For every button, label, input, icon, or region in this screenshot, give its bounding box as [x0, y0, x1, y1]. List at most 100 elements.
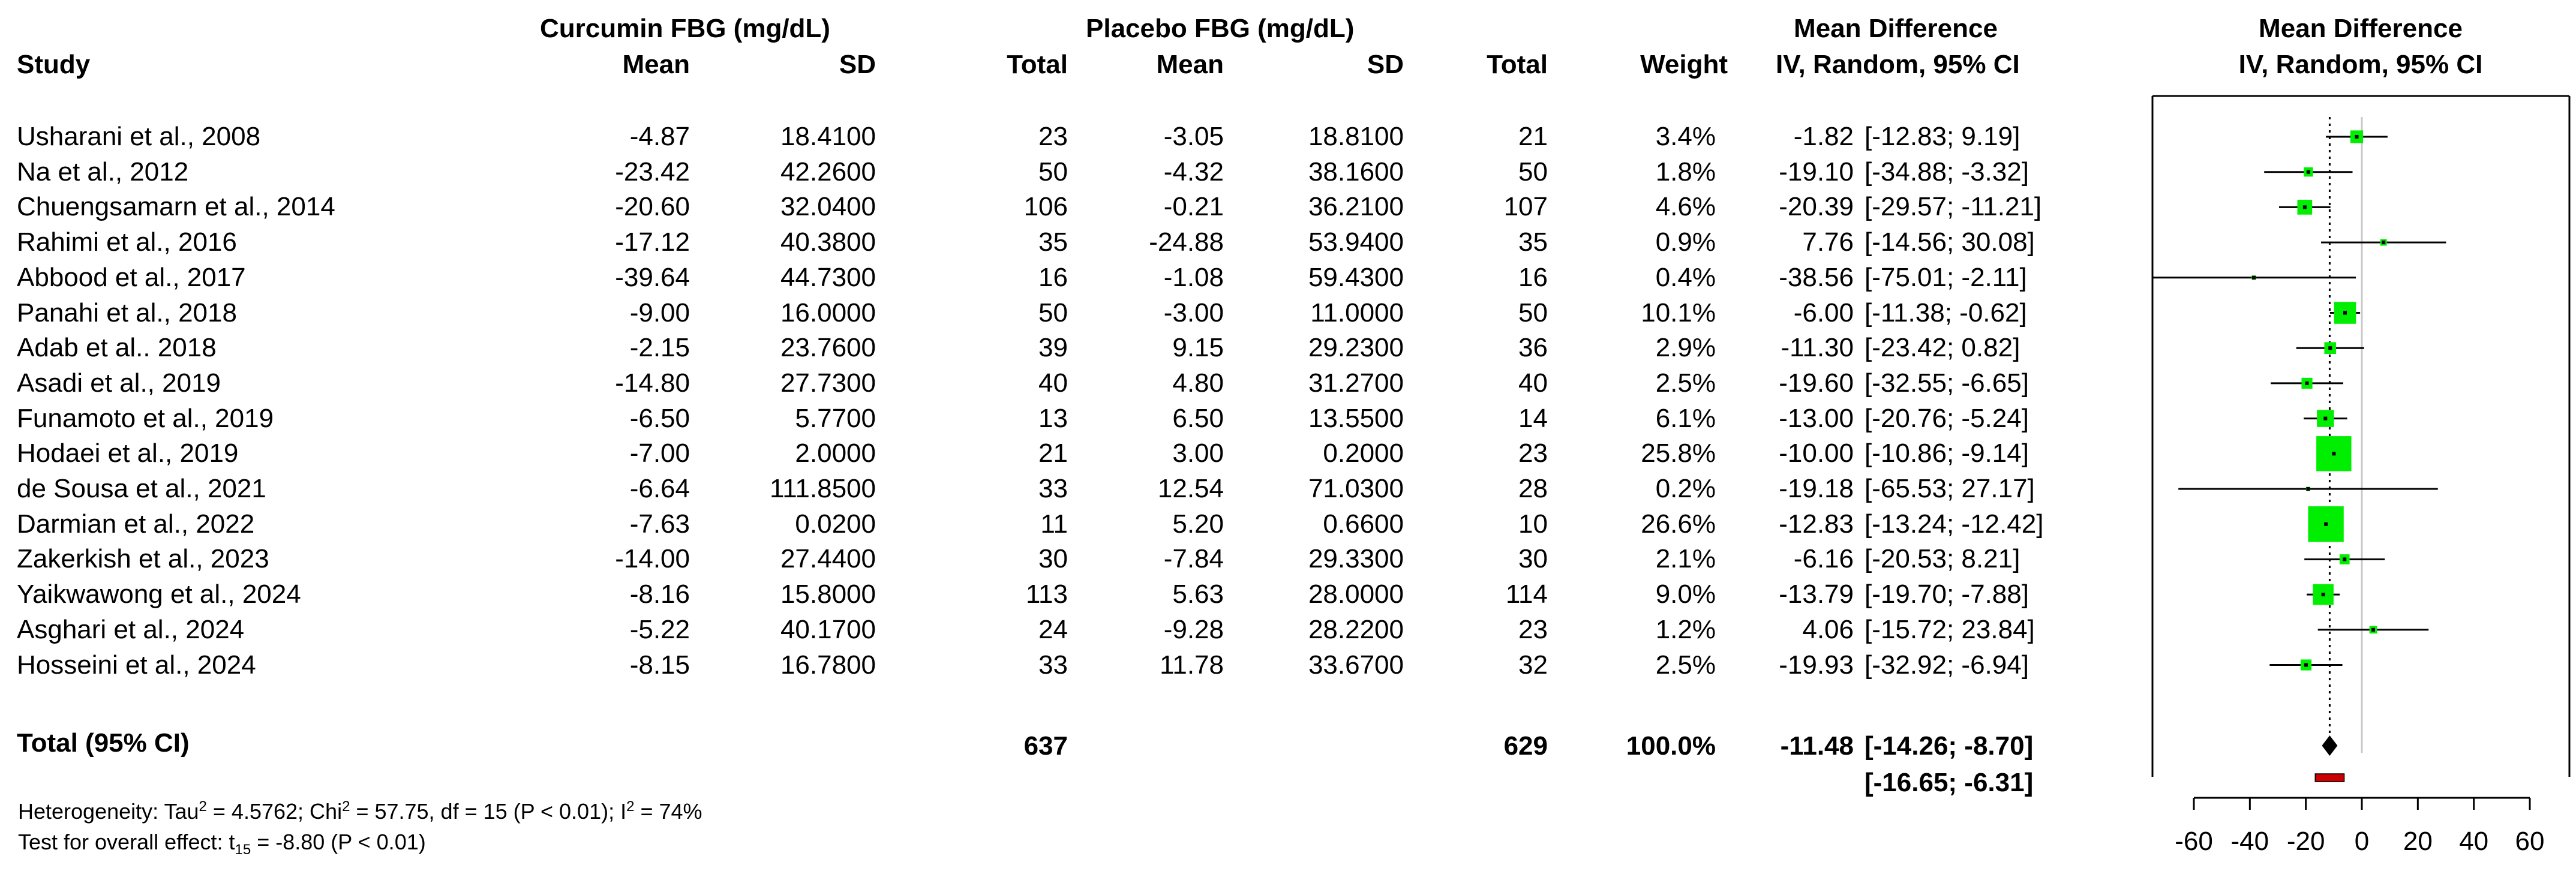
placebo-total: 28 [1518, 474, 1548, 503]
study-point [2302, 205, 2307, 209]
curcumin-total: 11 [1040, 509, 1068, 539]
curcumin-mean: -9.00 [629, 298, 690, 328]
total-curcumin-n: 637 [1023, 731, 1068, 761]
study-point [2321, 593, 2325, 597]
placebo-sd: 0.2000 [1323, 439, 1404, 468]
study-name: Zakerkish et al., 2023 [17, 544, 269, 574]
placebo-total-header: Total [1487, 50, 1548, 79]
curcumin-sd: 27.7300 [780, 368, 876, 398]
weight: 26.6% [1641, 509, 1716, 539]
study-name: Asghari et al., 2024 [17, 614, 245, 644]
curcumin-sd: 16.0000 [780, 298, 876, 328]
placebo-mean: -3.00 [1163, 298, 1224, 328]
md-value: -19.10 [1779, 157, 1854, 187]
placebo-sd: 31.2700 [1308, 368, 1404, 398]
curcumin-mean: -14.00 [615, 544, 690, 574]
study-point [2343, 557, 2347, 561]
placebo-sd: 53.9400 [1308, 227, 1404, 257]
curcumin-mean: -5.22 [629, 614, 690, 644]
placebo-mean: -4.32 [1163, 157, 1224, 187]
placebo-sd: 13.5500 [1308, 403, 1404, 433]
curcumin-total: 33 [1038, 650, 1068, 680]
placebo-total: 10 [1518, 509, 1548, 539]
placebo-mean: 9.15 [1172, 333, 1224, 363]
curcumin-total: 30 [1038, 544, 1068, 574]
md-ci: [-20.76; -5.24] [1865, 403, 2029, 433]
x-tick-label: -20 [2287, 827, 2325, 856]
placebo-mean: 6.50 [1172, 403, 1224, 433]
study-name: Adab et al.. 2018 [17, 333, 217, 363]
placebo-mean: -24.88 [1149, 227, 1224, 257]
curcumin-total: 40 [1038, 368, 1068, 398]
curcumin-sd: 23.7600 [780, 333, 876, 363]
curcumin-sd: 42.2600 [780, 157, 876, 187]
placebo-total: 50 [1518, 157, 1548, 187]
plot-header-method: IV, Random, 95% CI [2238, 50, 2483, 79]
curcumin-total: 24 [1038, 614, 1068, 644]
placebo-total: 30 [1518, 544, 1548, 574]
curcumin-mean: -6.50 [629, 403, 690, 433]
placebo-sd: 0.6600 [1323, 509, 1404, 539]
weight: 4.6% [1655, 192, 1716, 222]
placebo-mean: -3.05 [1163, 122, 1224, 151]
placebo-total: 35 [1518, 227, 1548, 257]
study-name: Darmian et al., 2022 [17, 509, 255, 539]
placebo-sd: 29.2300 [1308, 333, 1404, 363]
curcumin-mean: -8.15 [629, 650, 690, 680]
study-point [2382, 241, 2386, 245]
placebo-mean-header: Mean [1156, 50, 1224, 79]
study-name: Abbood et al., 2017 [17, 262, 246, 292]
total-placebo-n: 629 [1503, 731, 1548, 761]
md-ci: [-12.83; 9.19] [1865, 122, 2020, 151]
heterogeneity-text: Heterogeneity: Tau2 = 4.5762; Chi2 = 57.… [18, 798, 702, 824]
study-name: Chuengsamarn et al., 2014 [17, 192, 335, 222]
curcumin-mean: -20.60 [615, 192, 690, 222]
placebo-sd: 28.2200 [1308, 614, 1404, 644]
md-value: -38.56 [1779, 262, 1854, 292]
prediction-interval-text: [-16.65; -6.31] [1865, 768, 2034, 797]
study-point [2328, 346, 2332, 350]
placebo-sd: 59.4300 [1308, 262, 1404, 292]
curcumin-sd: 2.0000 [795, 439, 876, 468]
study-name: Panahi et al., 2018 [17, 298, 237, 328]
curcumin-sd: 27.4400 [780, 544, 876, 574]
total-md: -11.48 [1780, 731, 1854, 761]
curcumin-mean: -17.12 [615, 227, 690, 257]
curcumin-total: 23 [1038, 122, 1068, 151]
study-point [2371, 627, 2375, 632]
weight: 1.2% [1655, 614, 1716, 644]
weight: 10.1% [1641, 298, 1716, 328]
md-ci: [-19.70; -7.88] [1865, 579, 2029, 609]
weight: 6.1% [1655, 403, 1716, 433]
study-name: de Sousa et al., 2021 [17, 474, 266, 503]
curcumin-sd: 111.8500 [770, 474, 876, 503]
weight: 1.8% [1655, 157, 1716, 187]
weight: 0.4% [1655, 262, 1716, 292]
study-name: Asadi et al., 2019 [17, 368, 221, 398]
md-ci: [-23.42; 0.82] [1865, 333, 2020, 363]
md-value: -11.30 [1781, 333, 1854, 363]
study-point [2324, 522, 2328, 526]
placebo-total: 23 [1518, 439, 1548, 468]
placebo-sd: 71.0300 [1308, 474, 1404, 503]
curcumin-total: 106 [1023, 192, 1068, 222]
curcumin-sd-header: SD [839, 50, 876, 79]
x-tick-label: 40 [2459, 827, 2488, 856]
weight: 2.5% [1655, 368, 1716, 398]
md-ci: [-11.38; -0.62] [1865, 298, 2027, 328]
curcumin-total: 13 [1038, 403, 1068, 433]
placebo-mean: 3.00 [1172, 439, 1224, 468]
md-ci: [-32.92; -6.94] [1865, 650, 2029, 680]
plot-header-title: Mean Difference [2259, 14, 2463, 43]
md-ci: [-15.72; 23.84] [1865, 614, 2035, 644]
curcumin-total: 50 [1038, 298, 1068, 328]
placebo-mean: 12.54 [1157, 474, 1224, 503]
x-tick-label: -40 [2231, 827, 2269, 856]
study-name: Funamoto et al., 2019 [17, 403, 274, 433]
md-ci: [-14.56; 30.08] [1865, 227, 2035, 257]
md-ci: [-75.01; -2.11] [1865, 262, 2027, 292]
curcumin-total: 39 [1038, 333, 1068, 363]
weight: 25.8% [1641, 439, 1716, 468]
curcumin-mean: -6.64 [629, 474, 690, 503]
study-name: Na et al., 2012 [17, 157, 189, 187]
